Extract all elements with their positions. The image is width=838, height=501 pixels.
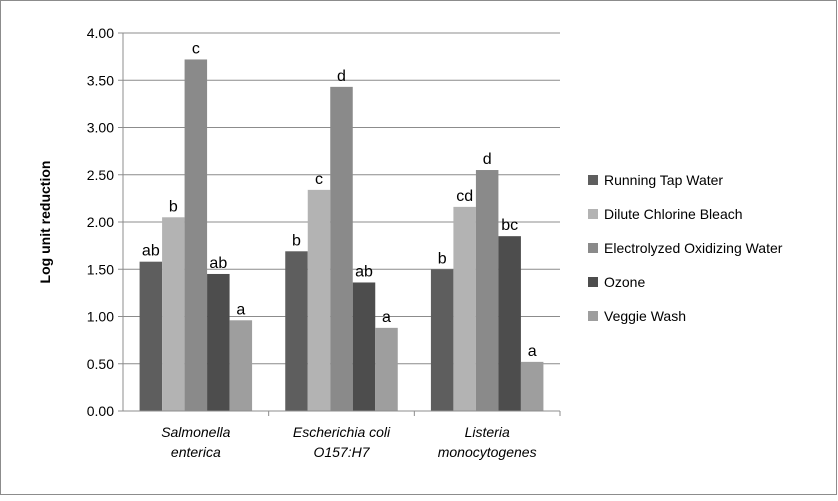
y-tick-label: 3.50 [87,72,114,88]
legend-swatch [588,277,598,287]
x-tick-label-line: Salmonella [161,424,230,440]
bar [184,59,208,412]
x-axis-ticks: Salmonella enterica Escherichia coli O157:H… [161,411,561,460]
bar [352,282,376,411]
bar-data-label: b [292,232,301,249]
bar-data-label: d [337,68,346,85]
legend-label: Ozone [604,274,645,290]
x-tick-label-line: Listeria [465,424,510,440]
y-tick-label: 4.00 [87,25,114,41]
bar [520,361,544,411]
bar [207,273,230,411]
y-tick-label: 3.00 [87,120,114,136]
bar [453,206,476,411]
bar-data-label: bc [501,217,518,234]
legend-swatch [588,209,598,219]
y-tick-label: 0.50 [87,356,114,372]
legend-label: Veggie Wash [604,308,686,324]
bar-data-label: ab [209,255,227,272]
x-tick-label: Escherichia coli O157:H7 [293,424,391,460]
bar [330,86,353,412]
bar [162,217,185,411]
bar [430,269,454,411]
bars [139,59,544,412]
x-tick-label-line: Escherichia coli [293,424,391,440]
legend-label: Electrolyzed Oxidizing Water [604,240,783,256]
bar-data-label: ab [142,243,160,260]
y-tick-label: 0.00 [87,403,114,419]
y-tick-label: 1.00 [87,309,114,325]
y-tick-label: 2.00 [87,214,114,230]
bar-data-label: a [528,343,537,360]
bar-data-label: d [483,151,492,168]
bar-data-label: b [169,198,178,215]
legend-swatch [588,311,598,321]
x-tick-label-line: O157:H7 [313,444,370,460]
y-axis-ticks: 0.00 0.50 1.00 1.50 2.00 2.50 3.00 3.50 4.00 [87,25,123,419]
bar [475,170,499,411]
bar-data-label: b [438,250,447,267]
bar [229,320,253,411]
legend-swatch [588,175,598,185]
bar-data-label: cd [456,188,473,205]
bar [498,236,521,411]
x-tick-label: Listeria monocytogenes [438,424,537,460]
bar [375,327,398,411]
bar-data-label: c [315,171,323,188]
y-tick-label: 2.50 [87,167,114,183]
bar-data-label: ab [355,263,373,280]
legend-label: Running Tap Water [604,172,723,188]
y-axis-title: Log unit reduction [37,161,53,284]
x-tick-label-line: monocytogenes [438,444,537,460]
x-tick-label-line: enterica [171,444,221,460]
x-tick-label: Salmonella enterica [161,424,230,460]
bar-data-label: a [382,309,391,326]
legend-label: Dilute Chlorine Bleach [604,206,743,222]
bar [285,251,308,411]
bar [139,261,163,411]
legend: Running Tap Water Dilute Chlorine Bleach E… [588,172,783,324]
bar-data-label: c [192,40,200,57]
bar [307,189,331,411]
legend-swatch [588,243,598,253]
bar-data-label: a [236,301,245,318]
y-tick-label: 1.50 [87,261,114,277]
